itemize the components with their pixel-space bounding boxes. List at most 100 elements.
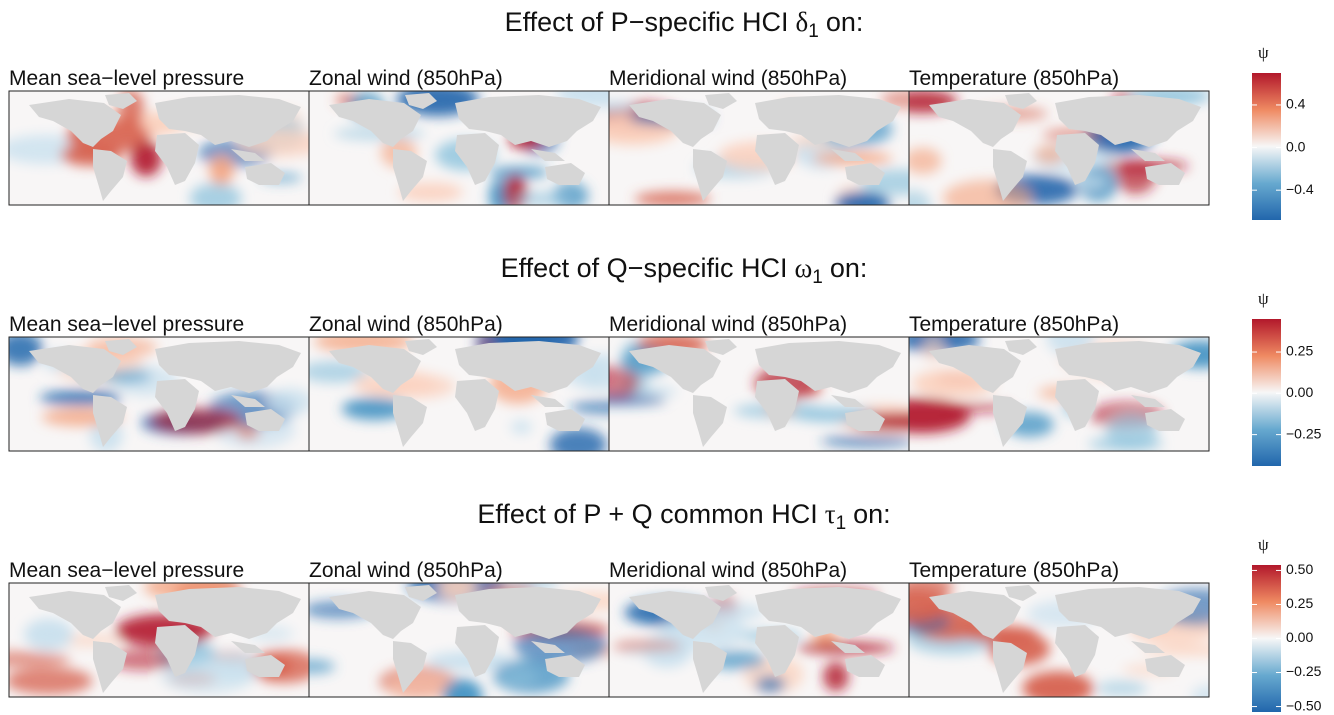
panel-label: Meridional wind (850hPa) — [609, 67, 847, 90]
map-panel — [8, 582, 310, 698]
map-panel — [908, 90, 1210, 206]
panel-label: Zonal wind (850hPa) — [309, 67, 503, 90]
anomaly — [9, 667, 93, 695]
anomaly — [9, 651, 71, 667]
colorbar-tick-label: −0.4 — [1286, 181, 1314, 197]
colorbar-tick-label: 0.50 — [1286, 561, 1313, 577]
panel-label: Meridional wind (850hPa) — [609, 559, 847, 582]
panel-frame — [908, 90, 1210, 206]
anomaly — [150, 407, 242, 435]
map-field — [909, 583, 1209, 697]
colorbar-tick-label: −0.25 — [1286, 663, 1322, 679]
map-panel — [908, 336, 1210, 452]
anomaly — [909, 147, 942, 175]
panel-frame — [908, 582, 1210, 698]
panel-label: Mean sea−level pressure — [9, 67, 244, 90]
map-field — [909, 337, 1209, 451]
anomaly — [609, 394, 667, 406]
anomaly — [24, 618, 74, 651]
map-panel — [8, 336, 310, 452]
title-symbol: τ — [825, 499, 836, 529]
row-title: Effect of Q−specific HCI ω1 on: — [501, 253, 868, 288]
title-prefix: Effect of P + Q common HCI — [477, 499, 817, 529]
panel-label: Temperature (850hPa) — [909, 67, 1119, 90]
colorbar-tick-label: −0.25 — [1286, 425, 1322, 441]
title-suffix: on: — [826, 7, 864, 37]
panel-label: Mean sea−level pressure — [9, 313, 244, 336]
colorbar-tick-label: −0.50 — [1286, 697, 1322, 713]
panel-label: Mean sea−level pressure — [9, 559, 244, 582]
map-field — [609, 91, 909, 205]
title-subscript: 1 — [808, 21, 819, 42]
title-prefix: Effect of P−specific HCI — [505, 7, 789, 37]
colorbar — [1252, 319, 1281, 466]
title-suffix: on: — [853, 499, 891, 529]
anomaly — [341, 397, 408, 420]
colorbar-tick-label: 0.00 — [1286, 629, 1313, 645]
anomaly — [1095, 680, 1148, 697]
title-symbol: ω — [794, 253, 812, 283]
colorbar — [1252, 73, 1281, 220]
anomaly — [634, 191, 711, 205]
title-symbol: δ — [796, 7, 809, 37]
panel-label: Temperature (850hPa) — [909, 313, 1119, 336]
anomaly — [549, 428, 607, 451]
anomaly — [820, 435, 909, 448]
panel-label: Temperature (850hPa) — [909, 559, 1119, 582]
map-field — [909, 91, 1209, 205]
map-field — [9, 337, 309, 451]
map-panel — [308, 336, 610, 452]
row-title: Effect of P−specific HCI δ1 on: — [505, 7, 864, 42]
colorbar-label: ψ — [1258, 289, 1269, 308]
anomaly — [9, 337, 43, 366]
panel-label: Zonal wind (850hPa) — [309, 313, 503, 336]
map-panel — [608, 90, 910, 206]
map-field — [9, 91, 309, 205]
anomaly — [942, 179, 1033, 205]
map-field — [609, 337, 909, 451]
map-panel — [908, 582, 1210, 698]
row-title: Effect of P + Q common HCI τ1 on: — [477, 499, 890, 534]
colorbar-tick-label: 0.25 — [1286, 343, 1313, 359]
map-field — [309, 91, 609, 205]
anomaly — [620, 645, 692, 657]
anomaly — [500, 672, 538, 684]
anomaly — [609, 100, 636, 112]
anomaly — [909, 398, 971, 434]
anomaly — [609, 366, 640, 399]
anomaly — [510, 420, 532, 434]
title-prefix: Effect of Q−specific HCI — [501, 253, 788, 283]
anomaly — [835, 191, 891, 205]
anomaly — [569, 400, 609, 415]
colorbar-label: ψ — [1258, 535, 1269, 554]
panel-frame — [908, 336, 1210, 452]
colorbar-label: ψ — [1258, 43, 1269, 62]
anomaly — [130, 140, 162, 177]
anomaly — [511, 191, 570, 205]
map-panel — [608, 582, 910, 698]
anomaly — [513, 626, 609, 664]
title-suffix: on: — [830, 253, 868, 283]
anomaly — [1106, 414, 1158, 450]
anomaly — [1191, 685, 1209, 697]
map-field — [9, 583, 309, 697]
map-panel — [608, 336, 910, 452]
colorbar-tick-label: 0.4 — [1286, 96, 1306, 112]
anomaly — [189, 183, 242, 205]
title-subscript: 1 — [812, 267, 823, 288]
map-panel — [308, 582, 610, 698]
panel-label: Meridional wind (850hPa) — [609, 313, 847, 336]
colorbar-tick-label: 0.25 — [1286, 595, 1313, 611]
map-field — [609, 583, 909, 697]
anomaly — [489, 166, 550, 178]
anomaly — [442, 679, 483, 697]
map-panel — [8, 90, 310, 206]
title-subscript: 1 — [836, 513, 847, 534]
anomaly — [755, 675, 786, 693]
anomaly — [823, 661, 849, 692]
panel-label: Zonal wind (850hPa) — [309, 559, 503, 582]
colorbar-tick-label: 0.0 — [1286, 138, 1306, 154]
anomaly — [209, 156, 234, 186]
anomaly — [267, 388, 309, 416]
